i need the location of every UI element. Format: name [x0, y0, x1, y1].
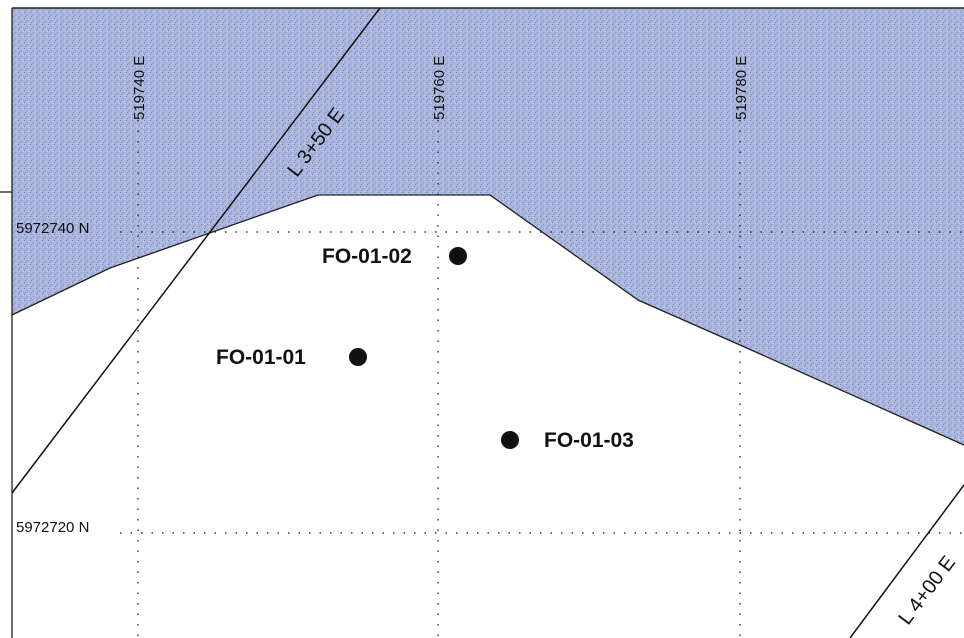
- easting-label-2: 519760 E: [431, 56, 448, 120]
- survey-line-label-4-00: L 4+00 E: [894, 552, 960, 629]
- easting-label-1: 519740 E: [131, 56, 148, 120]
- drill-hole-marker-fo-01-01[interactable]: [349, 348, 367, 366]
- drill-hole-label-fo-01-02: FO-01-02: [322, 245, 412, 268]
- drill-hole-marker-fo-01-02[interactable]: [449, 247, 467, 265]
- drill-hole-marker-fo-01-03[interactable]: [501, 431, 519, 449]
- survey-line-4-00: [849, 484, 964, 638]
- survey-line-3-50: [11, 7, 381, 494]
- drill-hole-label-fo-01-01: FO-01-01: [216, 346, 306, 369]
- drill-hole-label-fo-01-03: FO-01-03: [544, 429, 634, 452]
- easting-label-3: 519780 E: [733, 56, 750, 120]
- water-area: [12, 8, 964, 445]
- northing-label-2: 5972720 N: [16, 519, 89, 536]
- shoreline: [11, 194, 964, 446]
- northing-label-1: 5972740 N: [16, 220, 89, 237]
